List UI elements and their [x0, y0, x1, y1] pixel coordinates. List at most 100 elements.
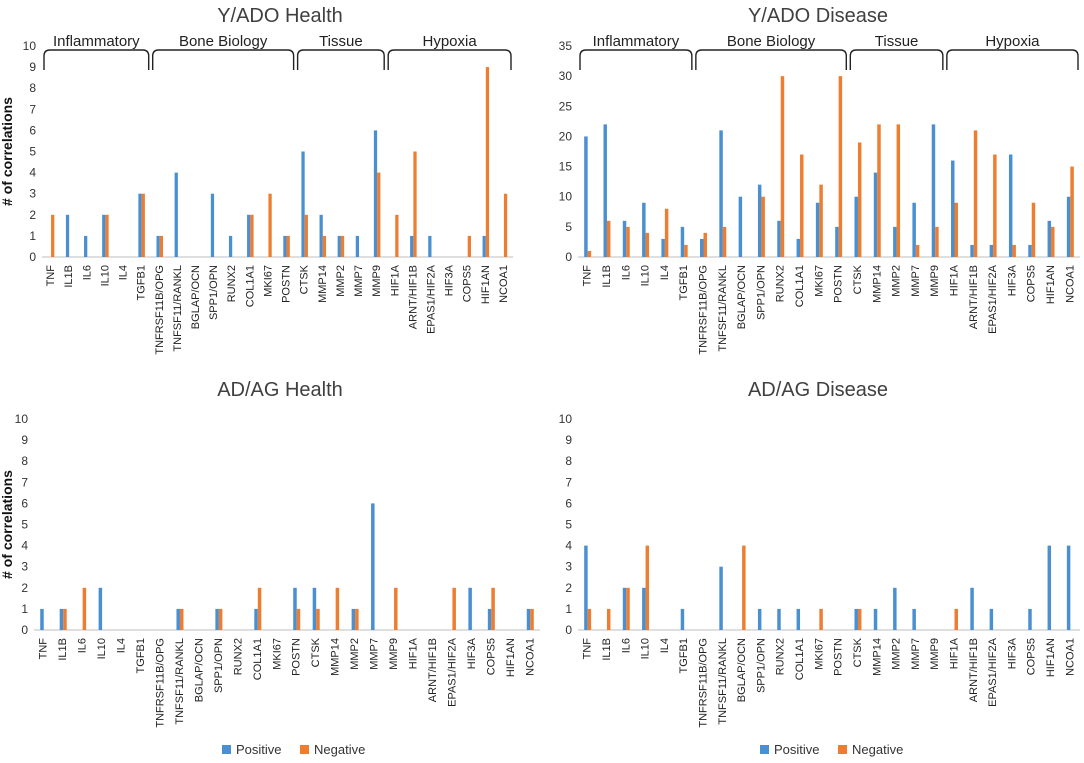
legend-label-positive: Positive: [236, 742, 282, 757]
legend-2: Positive Negative: [760, 742, 903, 757]
bar-positive-spp1-opn: [757, 184, 762, 257]
x-tick-label: TNF: [38, 638, 50, 660]
bar-positive-mmp14: [319, 214, 323, 257]
bar-positive-il10: [642, 587, 646, 630]
x-tick-label: HIF3A: [444, 264, 456, 296]
bar-negative-arnt-hif1b: [413, 151, 417, 257]
chart-panel-3: AD/AG Health # of correlations 0 1 2 3 4 5 6 7 8 9 1…: [0, 379, 540, 728]
y-tick-label: 8: [565, 454, 572, 468]
group-bracket: [387, 49, 512, 70]
group-label: Hypoxia: [422, 33, 477, 50]
y-tick-label: 1: [29, 229, 36, 243]
x-tick-label: TGFB1: [136, 265, 148, 300]
bar-negative-mki67: [268, 193, 272, 257]
x-tick-label: HIF1AN: [1045, 638, 1057, 677]
bar-positive-hif1an: [1047, 545, 1052, 630]
x-tick-label: TNFSF11/RANKL: [717, 638, 729, 725]
x-tick-label: EPAS1/HIF2A: [987, 637, 999, 707]
group-bracket: [151, 49, 295, 70]
x-tick-label: SPP1/OPN: [213, 638, 225, 693]
x-tick-label: HIF1A: [389, 264, 401, 296]
bar-negative-tnfsf11-rankl: [179, 608, 184, 630]
bar-negative-tnf: [587, 608, 592, 630]
x-tick-label: NCOA1: [498, 265, 510, 303]
x-tick-label: COL1A1: [252, 638, 264, 680]
x-tick-label: IL4: [659, 638, 671, 653]
x-tick-label: TNFSF11/RANKL: [174, 638, 186, 725]
bar-negative-mki67: [819, 608, 823, 630]
group-label: Inflammatory: [593, 33, 680, 50]
bar-negative-spp1-opn: [761, 196, 765, 257]
bar-negative-col1a1: [800, 154, 804, 257]
x-tick-label: EPAS1/HIF2A: [425, 264, 437, 334]
bar-negative-il10: [645, 232, 650, 257]
bar-negative-ctsk: [304, 214, 308, 257]
bar-negative-il1b: [63, 608, 67, 630]
chart-title: Y/ADO Disease: [748, 5, 888, 27]
y-tick-label: 9: [565, 433, 572, 447]
x-tick-label: HIF3A: [466, 637, 478, 669]
y-tick-label: 3: [21, 560, 28, 574]
bar-negative-il10: [645, 545, 650, 630]
bar-positive-ctsk: [312, 587, 317, 630]
x-tick-label: SPP1/OPN: [755, 638, 767, 693]
bar-positive-col1a1: [796, 608, 801, 630]
y-tick-label: 1: [21, 602, 28, 616]
bar-positive-mmp2: [893, 587, 897, 630]
bar-positive-hif3a: [468, 587, 472, 630]
bar-negative-hif3a: [1012, 244, 1016, 257]
bar-positive-mki67: [815, 202, 820, 257]
bar-positive-mmp2: [351, 608, 356, 630]
x-tick-label: IL10: [640, 265, 652, 286]
x-tick-label: MMP2: [891, 265, 903, 297]
x-tick-label: MKI67: [813, 265, 825, 297]
y-axis-label: # of correlations: [0, 470, 15, 579]
bar-positive-tnfsf11-rankl: [719, 566, 723, 630]
group-bracket: [695, 49, 848, 70]
bar-positive-cops5: [1028, 244, 1032, 257]
x-tick-label: COPS5: [462, 265, 474, 302]
bar-negative-il1b: [606, 220, 611, 257]
bar-negative-hif1a: [395, 214, 399, 257]
y-tick-label: 0: [565, 623, 572, 637]
x-tick-label: MKI67: [813, 638, 825, 670]
x-tick-label: IL1B: [57, 638, 69, 661]
x-tick-label: MKI67: [271, 638, 283, 670]
x-tick-label: MMP9: [388, 638, 400, 670]
group-label: Hypoxia: [985, 33, 1040, 50]
bar-positive-il10: [642, 202, 646, 257]
x-tick-label: TNFRSF11B/OPG: [155, 638, 167, 728]
bar-negative-il1b: [606, 608, 611, 630]
bar-negative-ncoa1: [503, 193, 508, 257]
y-tick-label: 6: [29, 123, 36, 137]
x-tick-label: TNF: [45, 265, 57, 287]
x-tick-label: CTSK: [852, 264, 864, 294]
x-tick-label: TNFRSF11B/OPG: [154, 265, 166, 355]
bar-positive-tnfsf11-rankl: [719, 130, 723, 257]
bar-positive-postn: [283, 235, 287, 257]
x-tick-label: HIF3A: [1006, 637, 1018, 669]
bar-negative-spp1-opn: [218, 608, 223, 630]
x-tick-label: NCOA1: [1064, 265, 1076, 303]
bar-positive-il1b: [65, 214, 70, 257]
bar-positive-mmp14: [873, 608, 878, 630]
bar-positive-tnf: [584, 545, 588, 630]
bar-negative-mmp7: [915, 244, 920, 257]
chart-panel-1: Y/ADO Health # of correlations 0 1 2 3 4 5 6 7 8 9 1…: [0, 5, 513, 355]
bar-positive-arnt-hif1b: [970, 244, 974, 257]
y-tick-label: 35: [559, 39, 573, 53]
x-tick-label: IL1B: [63, 265, 75, 288]
bar-negative-il6: [626, 587, 630, 630]
bar-negative-cops5: [467, 235, 471, 257]
group-label: Bone Biology: [727, 33, 816, 50]
x-tick-label: IL6: [620, 265, 632, 280]
bar-positive-tnf: [40, 608, 44, 630]
y-tick-label: 5: [565, 518, 572, 532]
bar-positive-hif1a: [951, 160, 955, 257]
y-tick-label: 6: [565, 496, 572, 510]
bar-positive-col1a1: [796, 238, 801, 257]
y-tick-label: 30: [559, 69, 573, 83]
bar-negative-mmp2: [355, 608, 359, 630]
bar-negative-col1a1: [250, 214, 254, 257]
x-tick-label: POSTN: [281, 265, 293, 303]
